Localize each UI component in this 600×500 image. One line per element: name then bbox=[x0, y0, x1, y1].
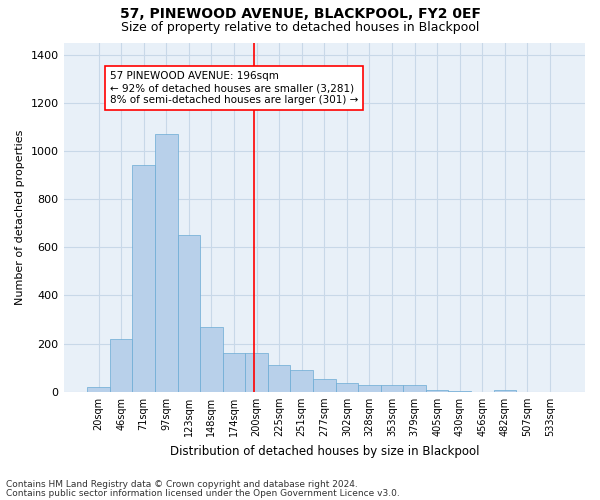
Bar bbox=[381, 384, 403, 392]
Bar bbox=[200, 327, 223, 392]
Bar bbox=[426, 390, 448, 392]
Bar bbox=[268, 366, 290, 392]
Bar bbox=[178, 235, 200, 392]
Bar bbox=[155, 134, 178, 392]
Bar bbox=[133, 166, 155, 392]
Y-axis label: Number of detached properties: Number of detached properties bbox=[15, 130, 25, 305]
Bar bbox=[87, 388, 110, 392]
Bar bbox=[448, 390, 471, 392]
Text: 57, PINEWOOD AVENUE, BLACKPOOL, FY2 0EF: 57, PINEWOOD AVENUE, BLACKPOOL, FY2 0EF bbox=[119, 8, 481, 22]
Bar bbox=[290, 370, 313, 392]
X-axis label: Distribution of detached houses by size in Blackpool: Distribution of detached houses by size … bbox=[170, 444, 479, 458]
Bar bbox=[358, 384, 381, 392]
Text: Contains HM Land Registry data © Crown copyright and database right 2024.: Contains HM Land Registry data © Crown c… bbox=[6, 480, 358, 489]
Bar bbox=[494, 390, 516, 392]
Bar bbox=[335, 382, 358, 392]
Text: 57 PINEWOOD AVENUE: 196sqm
← 92% of detached houses are smaller (3,281)
8% of se: 57 PINEWOOD AVENUE: 196sqm ← 92% of deta… bbox=[110, 72, 358, 104]
Bar bbox=[223, 354, 245, 392]
Text: Contains public sector information licensed under the Open Government Licence v3: Contains public sector information licen… bbox=[6, 488, 400, 498]
Bar bbox=[110, 339, 133, 392]
Text: Size of property relative to detached houses in Blackpool: Size of property relative to detached ho… bbox=[121, 21, 479, 34]
Bar bbox=[245, 354, 268, 392]
Bar bbox=[313, 378, 335, 392]
Bar bbox=[403, 384, 426, 392]
